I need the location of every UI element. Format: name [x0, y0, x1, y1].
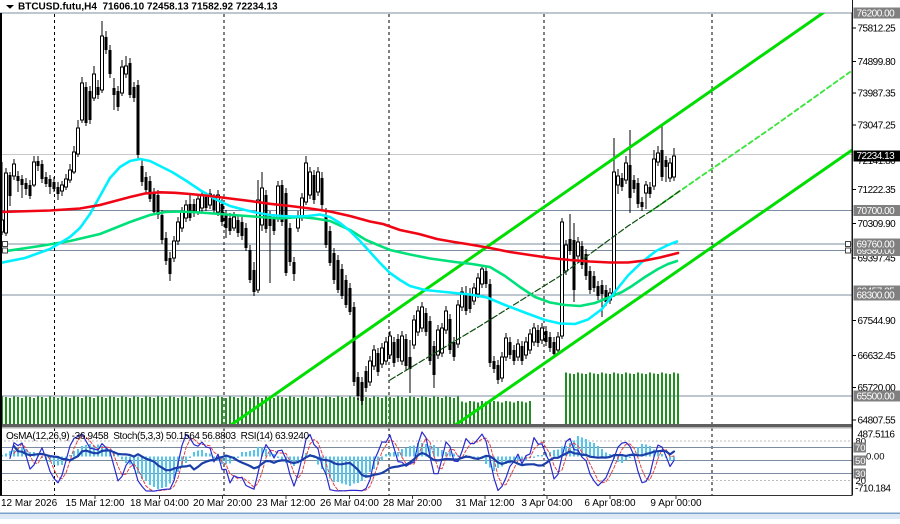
svg-text:OsMA(12,26,9) -36.9458 Stoch(: OsMA(12,26,9) -36.9458 Stoch(5,3,3) 50.1… — [6, 431, 310, 442]
svg-text:73987.35: 73987.35 — [858, 89, 897, 100]
svg-text:73047.25: 73047.25 — [858, 121, 897, 132]
svg-text:50: 50 — [855, 456, 866, 467]
svg-text:-710.184: -710.184 — [855, 483, 891, 494]
svg-text:12 Mar 2026: 12 Mar 2026 — [1, 498, 58, 509]
svg-text:26 Mar 04:00: 26 Mar 04:00 — [320, 498, 379, 509]
svg-text:23 Mar 12:00: 23 Mar 12:00 — [257, 498, 316, 509]
svg-text:6 Apr 08:00: 6 Apr 08:00 — [584, 498, 636, 509]
svg-text:72234.13: 72234.13 — [857, 151, 896, 162]
svg-text:64807.55: 64807.55 — [858, 416, 897, 427]
svg-text:71222.35: 71222.35 — [858, 185, 897, 196]
svg-text:70700.00: 70700.00 — [857, 206, 896, 217]
svg-text:31 Mar 12:00: 31 Mar 12:00 — [456, 498, 515, 509]
svg-text:76200.00: 76200.00 — [857, 9, 896, 20]
svg-text:74899.80: 74899.80 — [858, 57, 897, 68]
svg-text:BTCUSD.futu,H4 71606.10 72458: BTCUSD.futu,H4 71606.10 72458.13 71582.9… — [18, 2, 278, 13]
svg-text:75812.25: 75812.25 — [858, 24, 897, 35]
svg-text:65500.00: 65500.00 — [857, 392, 896, 403]
svg-text:9 Apr 00:00: 9 Apr 00:00 — [650, 498, 702, 509]
svg-text:0.00: 0.00 — [866, 452, 885, 463]
svg-text:67544.90: 67544.90 — [858, 316, 897, 327]
svg-text:68300.00: 68300.00 — [857, 291, 896, 302]
svg-text:3 Apr 04:00: 3 Apr 04:00 — [521, 498, 573, 509]
svg-text:20 Mar 20:00: 20 Mar 20:00 — [193, 498, 252, 509]
svg-text:70: 70 — [855, 443, 866, 454]
svg-text:28 Mar 20:00: 28 Mar 20:00 — [383, 498, 442, 509]
svg-text:70309.90: 70309.90 — [858, 219, 897, 230]
svg-text:15 Mar 12:00: 15 Mar 12:00 — [66, 498, 125, 509]
svg-text:66632.45: 66632.45 — [858, 351, 897, 362]
svg-text:69760.00: 69760.00 — [857, 240, 896, 251]
svg-text:18 Mar 04:00: 18 Mar 04:00 — [130, 498, 189, 509]
